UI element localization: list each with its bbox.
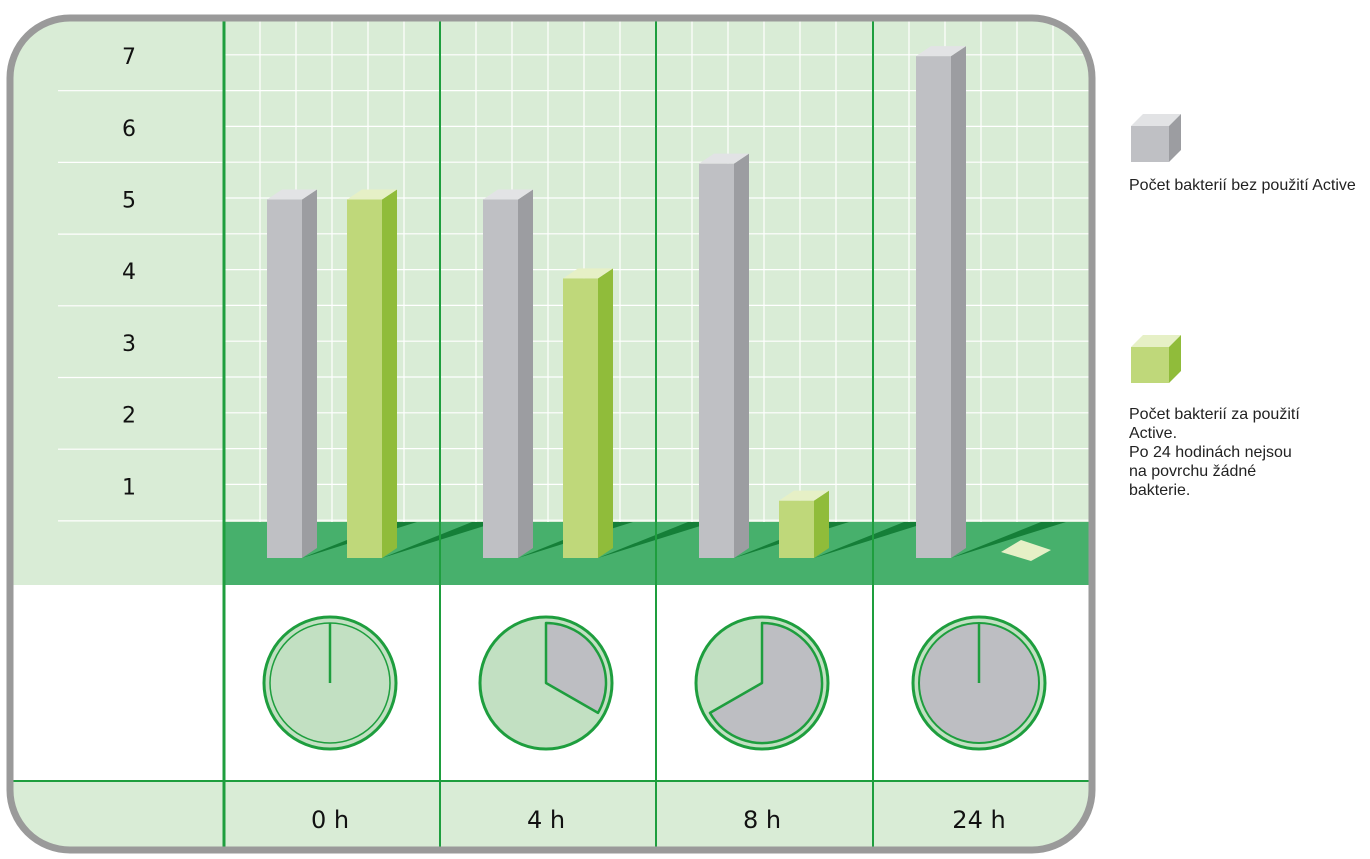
bar-face-side xyxy=(814,490,829,558)
bar-face-front xyxy=(347,199,382,558)
clock-elapsed xyxy=(544,621,608,715)
x-category-label: 24 h xyxy=(952,806,1005,834)
y-tick-label: 4 xyxy=(122,260,136,285)
green-cube-icon xyxy=(1131,335,1181,383)
x-category-label: 8 h xyxy=(743,806,781,834)
legend-without-active: Počet bakterií bez použití Active xyxy=(1129,112,1369,195)
bar-face-side xyxy=(518,189,533,558)
clock-icon xyxy=(911,615,1047,751)
y-tick-label: 6 xyxy=(122,117,136,142)
bar-face-top xyxy=(563,268,613,279)
bar-face-top xyxy=(267,189,317,200)
clock-icon xyxy=(694,615,830,751)
legend-label-with-active: Počet bakterií za použití Active. xyxy=(1129,406,1300,442)
bar-face-front xyxy=(563,278,598,558)
clock-icon xyxy=(478,615,614,751)
clock-icon xyxy=(262,615,398,751)
bar-face-front xyxy=(916,56,951,558)
bar-face-top xyxy=(483,189,533,200)
bar-face-top xyxy=(916,46,966,57)
legend-with-active: Počet bakterií za použití Active. Po 24 … xyxy=(1129,333,1369,500)
column-dividers xyxy=(222,18,874,850)
y-tick-label: 7 xyxy=(122,45,136,70)
bar-without-active xyxy=(916,46,1066,558)
legend-note: Po 24 hodinách nejsou na povrchu žádné b… xyxy=(1129,443,1369,500)
x-category-label: 0 h xyxy=(311,806,349,834)
bar-face-front xyxy=(779,500,814,558)
legend-note-line: Po 24 hodinách nejsou xyxy=(1129,444,1292,461)
y-tick-label: 5 xyxy=(122,189,136,214)
panel-frame xyxy=(6,14,1096,854)
x-category-labels: 0 h 4 h 8 h 24 h xyxy=(311,806,1006,834)
bar-without-active xyxy=(699,153,849,558)
bar-face-side xyxy=(598,268,613,558)
y-tick-label: 1 xyxy=(122,475,136,500)
bar-with-active xyxy=(347,189,497,558)
bar-shadow xyxy=(951,522,1066,558)
bar-face-top xyxy=(347,189,397,200)
bar-face-top xyxy=(699,153,749,164)
bar-face-front xyxy=(267,199,302,558)
bar-with-active xyxy=(779,490,929,558)
legend-note-line: bakterie. xyxy=(1129,482,1191,499)
bar-face-side xyxy=(734,153,749,558)
bar-face-side xyxy=(302,189,317,558)
bar-face-front xyxy=(483,199,518,558)
y-tick-label: 3 xyxy=(122,332,136,357)
legend-note-line: na povrchu žádné xyxy=(1129,463,1257,480)
bar-face-top xyxy=(1001,540,1051,561)
bar-face-side xyxy=(951,46,966,558)
bar-shadow xyxy=(814,522,929,558)
category-row xyxy=(10,781,1092,850)
bar-with-active xyxy=(1001,540,1051,561)
bar-face-top xyxy=(779,490,829,501)
bar-face-side xyxy=(382,189,397,558)
legend-label-without-active: Počet bakterií bez použití Active xyxy=(1129,177,1356,194)
y-tick-labels: 1 2 3 4 5 6 7 xyxy=(122,45,136,500)
clocks-layer xyxy=(262,615,1047,751)
bar-face-front xyxy=(699,163,734,558)
clock-elapsed xyxy=(708,621,824,745)
bars-layer xyxy=(267,46,1066,561)
y-tick-label: 2 xyxy=(122,404,136,429)
gray-cube-icon xyxy=(1131,114,1181,162)
x-category-label: 4 h xyxy=(527,806,565,834)
